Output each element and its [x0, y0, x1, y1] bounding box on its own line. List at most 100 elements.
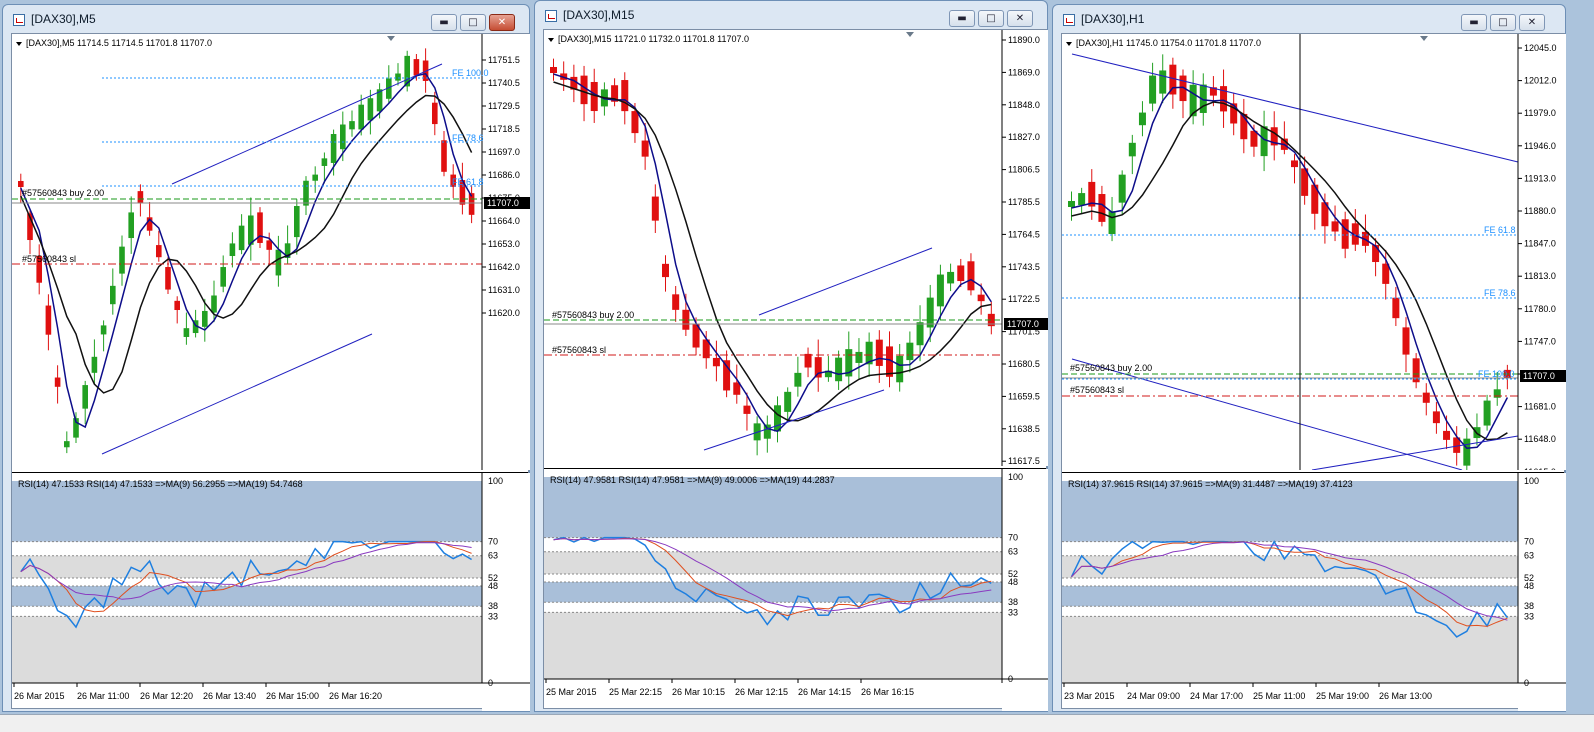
- maximize-button[interactable]: □: [460, 14, 486, 31]
- candle-body: [824, 370, 832, 378]
- fe-label: FE 78.6: [1484, 288, 1516, 298]
- price-axis-label: 11813.0: [1524, 271, 1556, 281]
- candle-body: [1351, 223, 1359, 245]
- close-button[interactable]: ✕: [489, 14, 515, 31]
- candle-body: [119, 246, 125, 274]
- fe-label: FE 100.0: [452, 68, 489, 78]
- time-axis-label: 24 Mar 17:00: [1190, 691, 1243, 701]
- fe-label: FE 78.6: [452, 133, 484, 143]
- candle-body: [450, 174, 456, 187]
- time-axis-label: 26 Mar 2015: [14, 691, 65, 701]
- rsi-axis-label: 52: [488, 573, 498, 583]
- candle-body: [284, 243, 291, 258]
- price-axis-label: 11664.0: [488, 216, 520, 226]
- chart-window-m5[interactable]: [DAX30],M5 ▬ □ ✕ 11751.5 11740.5 11729.5 11…: [2, 4, 530, 712]
- candle-body: [183, 328, 190, 337]
- maximize-button[interactable]: □: [1490, 14, 1516, 31]
- candle-body: [835, 357, 843, 382]
- rsi-pane[interactable]: 100 70 63 52 48 38 33 0 RSI(14) 47.1533 RSI(14)…: [12, 472, 530, 711]
- minimize-button[interactable]: ▬: [949, 10, 975, 27]
- channel-line: [758, 247, 933, 316]
- chart-window-h1[interactable]: [DAX30],H1 ▬ □ ✕ 12045.0 12012.0 11979.0 11…: [1052, 4, 1566, 712]
- candle-body: [1463, 438, 1471, 466]
- candle-body: [110, 285, 116, 305]
- chart-window-m15[interactable]: [DAX30],M15 ▬ □ ✕ 11890.0 11869.0 11848.0 1…: [534, 0, 1050, 712]
- rsi-band-low: [1062, 616, 1518, 683]
- candle-body: [621, 80, 629, 112]
- price-axis-label: 11827.0: [1008, 132, 1040, 142]
- order-sl-label: #57560843 sl: [22, 254, 76, 264]
- rsi-ma19-line: [553, 538, 992, 612]
- rsi-line: [553, 536, 992, 626]
- candle-body: [977, 294, 985, 302]
- candle-body: [358, 104, 364, 130]
- candle-body: [682, 309, 690, 330]
- candle-body: [220, 267, 226, 287]
- rsi-band-low: [12, 616, 482, 683]
- candle-body: [27, 213, 33, 241]
- candle-body: [611, 85, 619, 102]
- price-axis-label: 11764.5: [1008, 229, 1040, 239]
- candle-body: [875, 339, 883, 366]
- rsi-pane[interactable]: 100 70 63 52 48 38 33 0 RSI(14) 37.9615 RSI(14)…: [1062, 472, 1566, 711]
- chart-client[interactable]: 11751.5 11740.5 11729.5 11718.5 11697.0 11686…: [11, 33, 530, 711]
- chart-menu-arrow-icon[interactable]: [1066, 42, 1072, 46]
- rsi-line: [20, 540, 472, 629]
- candle-body: [1189, 84, 1197, 117]
- shift-marker-icon[interactable]: [906, 32, 914, 37]
- window-title-bar[interactable]: [DAX30],H1 ▬ □ ✕: [1053, 5, 1565, 33]
- price-axis-label: 11890.0: [1008, 35, 1040, 45]
- rsi-axis-label: 38: [1008, 597, 1018, 607]
- candle-body: [404, 55, 410, 87]
- price-axis-label: 11946.0: [1524, 141, 1556, 151]
- price-pane[interactable]: 11890.0 11869.0 11848.0 11827.0 11806.5 11785…: [544, 30, 1048, 466]
- rsi-axis-label: 38: [488, 601, 498, 611]
- candle-body: [1483, 400, 1491, 426]
- chart-client[interactable]: 11890.0 11869.0 11848.0 11827.0 11806.5 11785…: [543, 29, 1050, 711]
- window-title-bar[interactable]: [DAX30],M15 ▬ □ ✕: [535, 1, 1047, 29]
- ma-slow-line: [553, 81, 992, 422]
- candle-body: [91, 356, 98, 373]
- chart-tabs-bar[interactable]: [0, 714, 1594, 732]
- minimize-button[interactable]: ▬: [1461, 14, 1487, 31]
- price-axis-label: 12045.0: [1524, 43, 1557, 53]
- candle-body: [570, 76, 578, 90]
- maximize-button[interactable]: □: [978, 10, 1004, 27]
- fe-label: FE 100.0: [1478, 369, 1515, 379]
- price-pane[interactable]: 11751.5 11740.5 11729.5 11718.5 11697.0 11686…: [12, 34, 530, 470]
- rsi-pane[interactable]: 100 70 63 52 48 38 33 0 RSI(14) 47.9581 RSI(14)…: [544, 468, 1050, 711]
- candle-body: [1159, 70, 1167, 94]
- price-axis-label: 11785.5: [1008, 197, 1040, 207]
- window-title-bar[interactable]: [DAX30],M5 ▬ □ ✕: [3, 5, 529, 33]
- candle-body: [321, 158, 328, 166]
- shift-marker-icon[interactable]: [387, 36, 395, 41]
- chart-header: [DAX30],M15 11721.0 11732.0 11701.8 1170…: [558, 34, 749, 44]
- rsi-ma19-line: [1071, 541, 1508, 621]
- minimize-button[interactable]: ▬: [431, 14, 457, 31]
- close-button[interactable]: ✕: [1519, 14, 1545, 31]
- price-axis-label: 11631.0: [488, 285, 520, 295]
- rsi-ma19-line: [20, 542, 472, 600]
- price-axis-label: 11659.5: [1008, 391, 1040, 401]
- candle-body: [36, 255, 42, 283]
- price-axis-label: 12012.0: [1524, 76, 1557, 86]
- ma-fast-line: [20, 72, 473, 429]
- rsi-axis-label: 63: [488, 551, 498, 561]
- shift-marker-icon[interactable]: [1420, 36, 1428, 41]
- close-button[interactable]: ✕: [1007, 10, 1033, 27]
- chart-client[interactable]: 12045.0 12012.0 11979.0 11946.0 11913.0 11880…: [1061, 33, 1566, 711]
- chart-menu-arrow-icon[interactable]: [548, 38, 554, 42]
- candle-body: [641, 140, 649, 157]
- price-pane[interactable]: 12045.0 12012.0 11979.0 11946.0 11913.0 11880…: [1062, 34, 1566, 477]
- chart-menu-arrow-icon[interactable]: [16, 42, 22, 46]
- rsi-band-high: [1062, 481, 1518, 542]
- rsi-ma9-line: [1071, 541, 1508, 627]
- candle-body: [1443, 430, 1451, 440]
- candle-body: [1311, 184, 1319, 214]
- candle-body: [631, 111, 639, 134]
- candle-body: [651, 196, 659, 221]
- chart-window-icon: [13, 14, 25, 26]
- fe-label: FE 61.8: [1484, 225, 1516, 235]
